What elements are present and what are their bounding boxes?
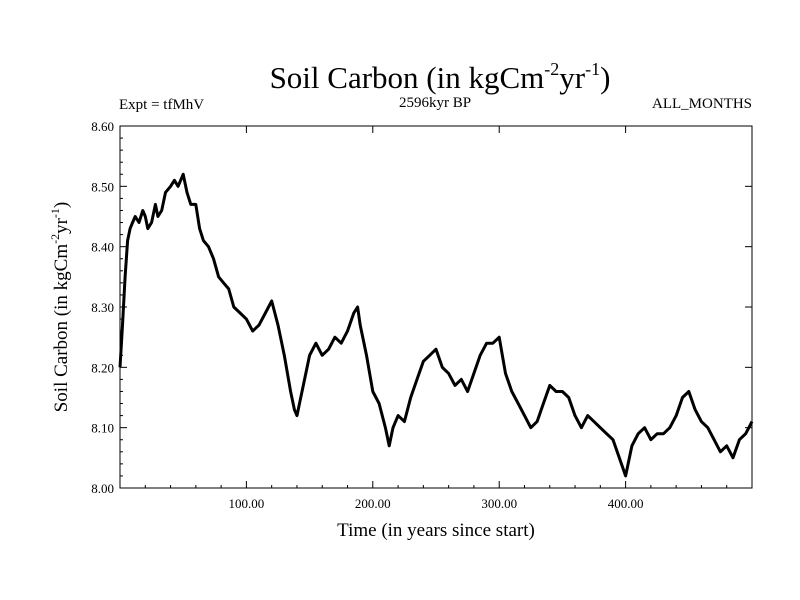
y-axis-label: Soil Carbon (in kgCm-2yr-1) [48,202,72,413]
y-tick-label-3: 8.30 [91,300,114,315]
x-axis-label: Time (in years since start) [337,520,535,541]
chart-title: Soil Carbon (in kgCm-2yr-1) [270,59,611,95]
title-exponent-2: -1 [585,59,600,79]
title-close: ) [600,60,610,95]
x-tick-label-3: 400.00 [608,496,644,511]
x-axis-ticks: 100.00 200.00 300.00 400.00 [144,126,728,511]
y-tick-label-5: 8.50 [91,179,114,194]
ylabel-exponent-2: -1 [48,208,62,218]
title-exponent-1: -2 [544,59,559,79]
subtitle-period: 2596kyr BP [399,95,471,111]
y-tick-label-6: 8.60 [91,119,114,134]
x-tick-label-1: 200.00 [355,496,391,511]
soil-carbon-series-line [118,172,754,478]
ylabel-main: Soil Carbon (in kgCm [51,244,72,413]
y-tick-label-0: 8.00 [91,481,114,496]
title-unit-yr: yr [559,60,586,95]
title-main: Soil Carbon (in kgCm [270,60,545,95]
ylabel-unit-yr: yr [51,217,72,234]
x-tick-label-2: 300.00 [481,496,517,511]
y-tick-label-1: 8.10 [91,421,114,436]
subtitle-months: ALL_MONTHS [652,96,752,112]
y-tick-label-2: 8.20 [91,360,114,375]
ylabel-close: ) [51,202,72,208]
subtitle-experiment: Expt = tfMhV [119,97,204,113]
ylabel-exponent-1: -2 [48,234,62,244]
y-tick-label-4: 8.40 [91,240,114,255]
x-tick-label-0: 100.00 [229,496,265,511]
y-axis-ticks: 8.00 8.10 8.20 8.30 8.40 8.50 8.60 [91,119,752,496]
